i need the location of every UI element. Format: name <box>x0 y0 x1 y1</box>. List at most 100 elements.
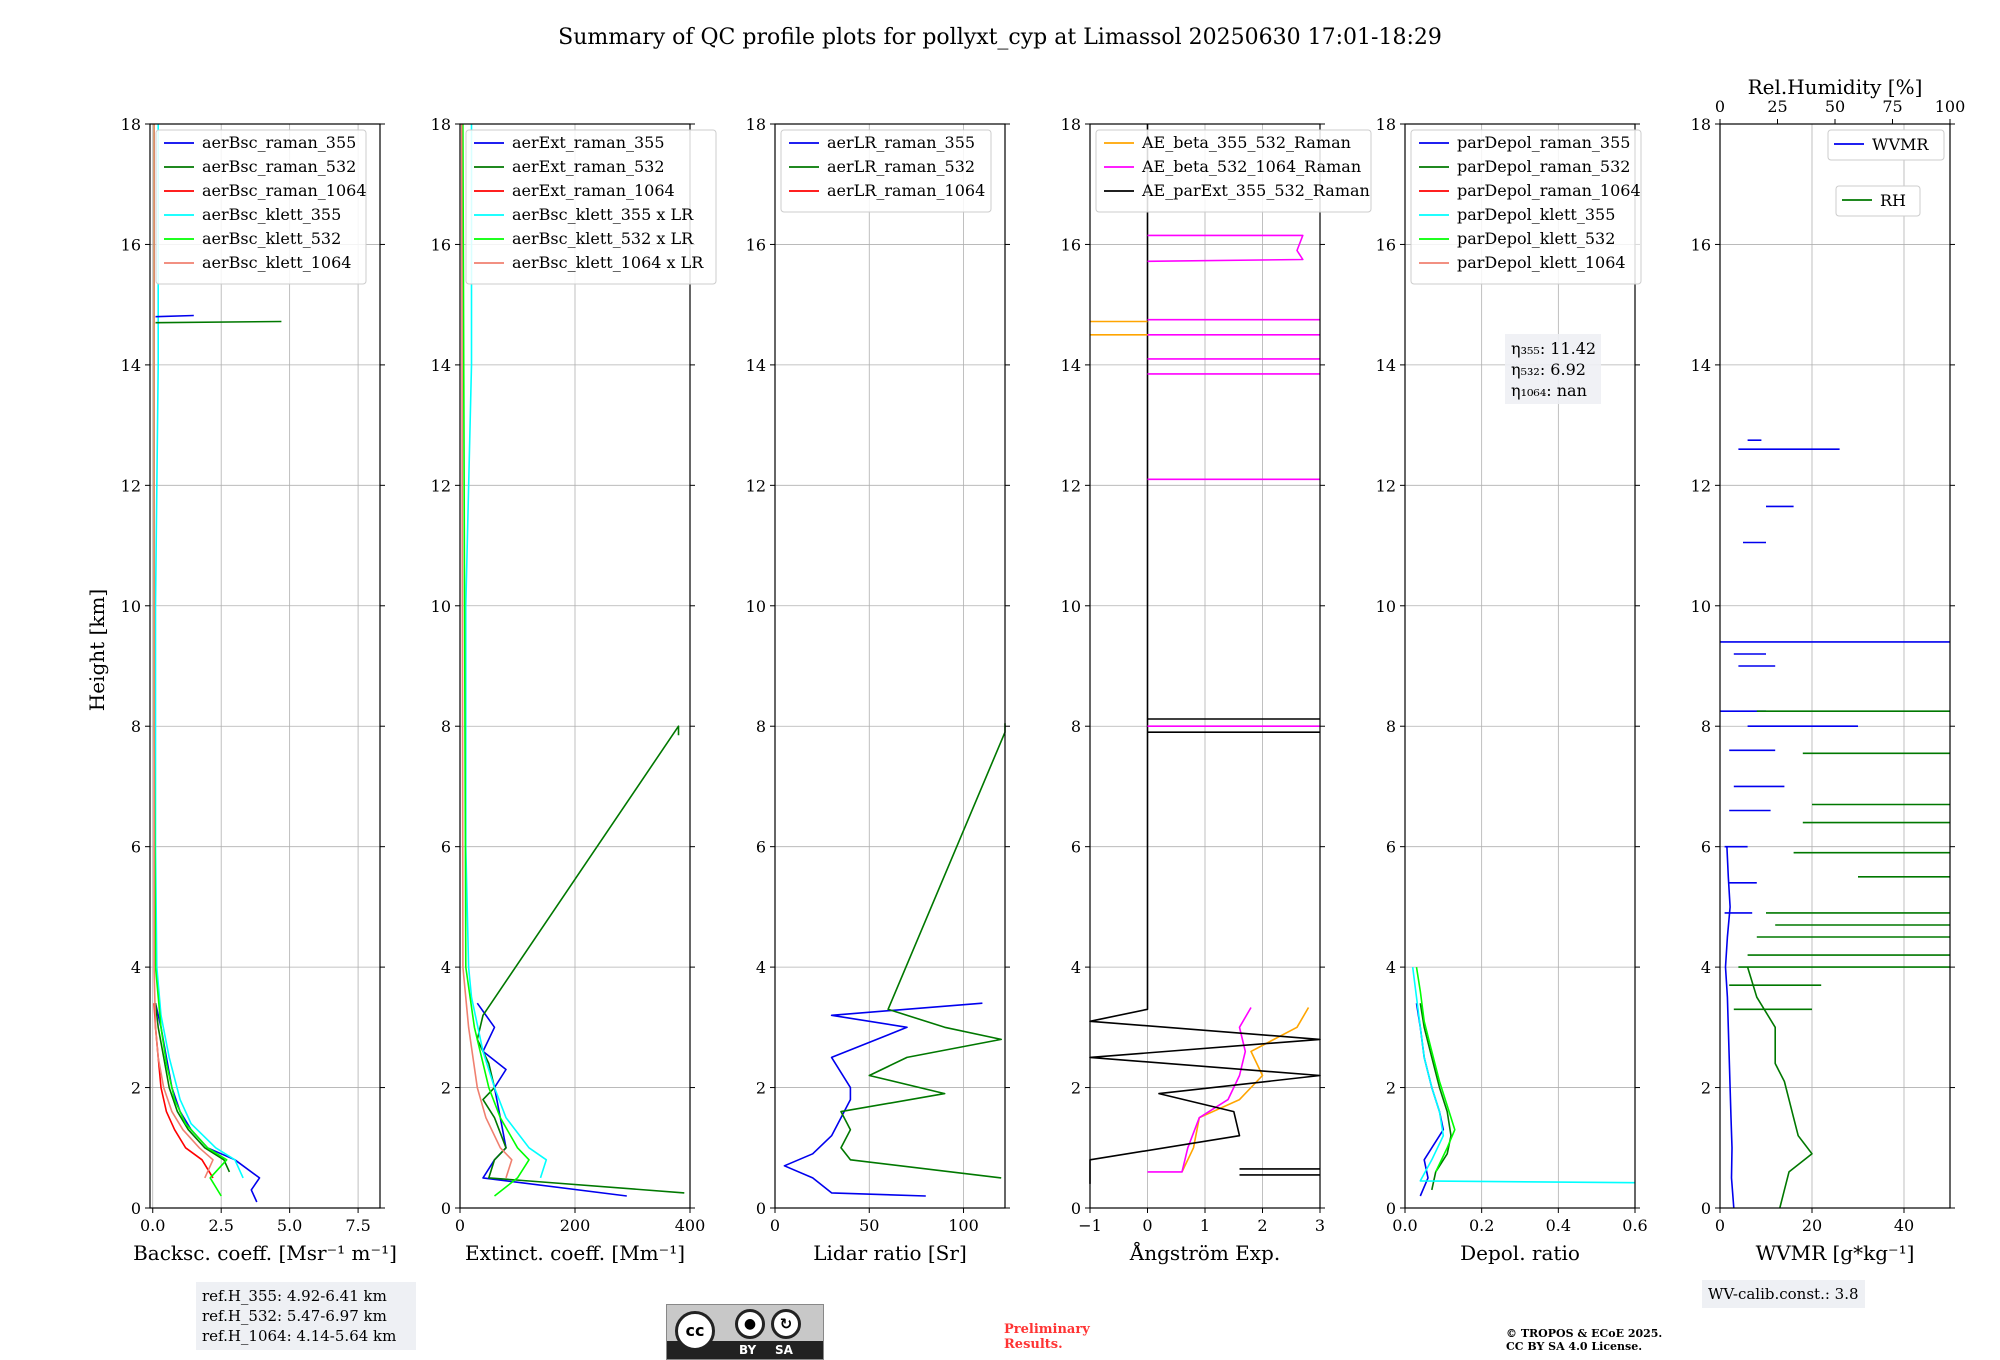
y-tick-label: 12 <box>1691 476 1711 495</box>
y-tick-label: 4 <box>1071 958 1081 977</box>
y-tick-label: 10 <box>1376 597 1396 616</box>
legend-box <box>1410 129 1642 285</box>
copyright-line-2: CC BY SA 4.0 License. <box>1506 1340 1642 1353</box>
series-line-aerlr-raman-532 <box>840 723 1006 1179</box>
legend-label: aerBsc_klett_1064 x LR <box>512 253 704 272</box>
legend-label: aerBsc_klett_355 <box>202 205 341 224</box>
legend-label: parDepol_raman_532 <box>1457 157 1630 176</box>
y-tick-label: 16 <box>746 235 766 254</box>
annotation-text: η₃₅₅: 11.42 <box>1511 339 1596 358</box>
series-line-aerbsc-klett-1064 <box>153 124 214 1179</box>
wv-calib-box: WV-calib.const.: 3.8 <box>1702 1280 1865 1308</box>
x-tick-label: 2.5 <box>208 1216 233 1235</box>
cc-icon: cc <box>675 1311 715 1351</box>
legend-label: AE_beta_355_532_Raman <box>1141 133 1351 152</box>
legend-label: parDepol_klett_1064 <box>1457 253 1626 272</box>
series-line-ae-beta-355-532-raman <box>1181 1007 1310 1173</box>
y-tick-label: 18 <box>1376 115 1396 134</box>
y-tick-label: 12 <box>746 476 766 495</box>
by-label: BY <box>739 1343 757 1357</box>
y-tick-label: 6 <box>131 838 141 857</box>
figure-title: Summary of QC profile plots for pollyxt_… <box>558 25 1442 50</box>
legend-box <box>1835 185 1921 217</box>
annotation-box <box>1505 334 1601 404</box>
panel-3: 0 2 4 6 8 10 12 14 16 18 0 50 100 Lidar ratio [Sr] aer… <box>746 115 1010 1265</box>
x2-tick-label: 100 <box>1935 97 1966 116</box>
y-tick-label: 12 <box>431 476 451 495</box>
x-axis-label: Ångström Exp. <box>1129 1240 1280 1265</box>
y-tick-label: 8 <box>1701 717 1711 736</box>
y-tick-label: 10 <box>746 597 766 616</box>
y-tick-label: 6 <box>1386 838 1396 857</box>
y-tick-label: 4 <box>441 958 451 977</box>
x2-tick-label: 25 <box>1767 97 1787 116</box>
y-tick-label: 8 <box>441 717 451 736</box>
x-tick-label: 0 <box>770 1216 780 1235</box>
y-tick-label: 4 <box>1701 958 1711 977</box>
legend-rh: RH <box>1835 185 1921 217</box>
legend-label: aerBsc_raman_1064 <box>202 181 367 200</box>
y-tick-label: 14 <box>746 356 766 375</box>
y-tick-label: 16 <box>1376 235 1396 254</box>
x-tick-label: 0.0 <box>1392 1216 1417 1235</box>
series-line-segment-6 <box>155 320 282 324</box>
by-icon: ● <box>735 1309 765 1339</box>
series-line-aerlr-raman-355 <box>783 1002 983 1197</box>
y-tick-label: 14 <box>1061 356 1081 375</box>
y-tick-label: 4 <box>756 958 766 977</box>
legend-label: parDepol_klett_532 <box>1457 229 1615 248</box>
y-tick-label: 14 <box>121 356 141 375</box>
reference-height-box: ref.H_355: 4.92-6.41 km ref.H_532: 5.47-… <box>196 1282 416 1350</box>
legend: aerBsc_raman_355 aerBsc_raman_532 aerBsc_r… <box>155 129 367 285</box>
sa-label: SA <box>775 1343 793 1357</box>
x2-tick-label: 0 <box>1715 97 1725 116</box>
legend-label: AE_beta_532_1064_Raman <box>1141 157 1361 176</box>
x-tick-label: 5.0 <box>277 1216 302 1235</box>
x-axis-label: WVMR [g*kg⁻¹] <box>1756 1241 1915 1265</box>
annotation-text: η₅₃₂: 6.92 <box>1511 360 1586 379</box>
x-tick-label: 50 <box>859 1216 879 1235</box>
y-tick-label: 18 <box>431 115 451 134</box>
preliminary-line-2: Results. <box>1004 1337 1063 1352</box>
x-tick-label: 200 <box>560 1216 591 1235</box>
y-tick-label: 6 <box>1071 838 1081 857</box>
x-tick-label: 0.0 <box>140 1216 165 1235</box>
legend-label: RH <box>1880 191 1906 210</box>
panel-1: 0 2 4 6 8 10 12 14 16 18 0.0 2.5 5.0 7.5 Backsc. coeff… <box>121 115 397 1265</box>
legend-box <box>155 129 367 285</box>
y-tick-label: 2 <box>131 1079 141 1098</box>
y-tick-label: 16 <box>1061 235 1081 254</box>
legend-box <box>780 129 992 213</box>
y-tick-label: 14 <box>431 356 451 375</box>
legend: aerExt_raman_355 aerExt_raman_532 aerExt_r… <box>465 129 717 285</box>
y-tick-label: 18 <box>1691 115 1711 134</box>
legend-label: parDepol_raman_355 <box>1457 133 1630 152</box>
x-tick-label: 0 <box>1715 1216 1725 1235</box>
series-line-pardepol-klett-532 <box>1415 966 1456 1173</box>
y-axis-label: Height [km] <box>85 589 109 711</box>
series-line-wvmr <box>1724 846 1735 1209</box>
legend-label: aerLR_raman_532 <box>827 157 975 176</box>
y-tick-label: 12 <box>1061 476 1081 495</box>
series-line-aerext-raman-532 <box>476 725 685 1194</box>
x-tick-label: 0.6 <box>1622 1216 1647 1235</box>
series-line-aerbsc-klett-1064-x-lr <box>460 123 513 1179</box>
sa-icon: ↻ <box>771 1309 801 1339</box>
y-tick-label: 2 <box>1701 1079 1711 1098</box>
y-tick-label: 2 <box>756 1079 766 1098</box>
y-tick-label: 14 <box>1376 356 1396 375</box>
legend-label: WVMR <box>1872 135 1929 154</box>
x-tick-label: 1 <box>1200 1216 1210 1235</box>
wv-calib-text: WV-calib.const.: 3.8 <box>1708 1285 1859 1303</box>
legend-label: aerBsc_raman_532 <box>202 157 356 176</box>
legend-label: aerExt_raman_532 <box>512 157 665 176</box>
x-tick-label: 7.5 <box>345 1216 370 1235</box>
y-tick-label: 0 <box>131 1199 141 1218</box>
legend-box <box>1827 129 1945 161</box>
y-tick-label: 8 <box>756 717 766 736</box>
series-line-aerbsc-klett-532-x-lr <box>462 123 530 1197</box>
x-axis-label: Extinct. coeff. [Mm⁻¹] <box>465 1241 685 1265</box>
x2-axis-label: Rel.Humidity [%] <box>1748 75 1923 99</box>
